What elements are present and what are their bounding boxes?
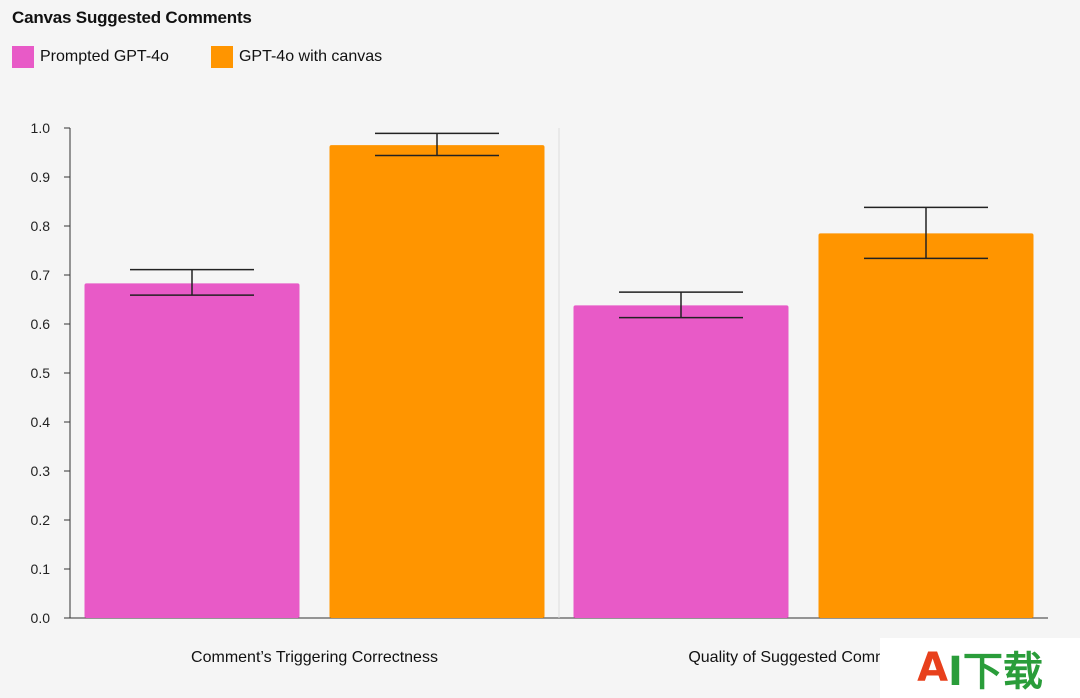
y-tick-label: 1.0 — [31, 120, 51, 136]
x-category-label: Comment’s Triggering Correctness — [191, 649, 438, 666]
legend: Prompted GPT-4o GPT-4o with canvas — [12, 46, 382, 68]
watermark-logo: A I下载 — [880, 638, 1080, 698]
watermark-text: I下载 — [948, 649, 1043, 695]
y-tick-label: 0.3 — [31, 463, 51, 479]
bar-canvas-0 — [329, 145, 545, 618]
legend-swatch-canvas — [210, 46, 233, 68]
chart-title: Canvas Suggested Comments — [12, 8, 252, 27]
y-tick-label: 0.0 — [31, 610, 51, 626]
y-tick-label: 0.2 — [31, 512, 51, 528]
y-tick-label: 0.5 — [31, 365, 51, 381]
y-tick-label: 0.7 — [31, 267, 51, 283]
y-tick-label: 0.4 — [31, 414, 51, 430]
legend-swatch-prompted — [12, 46, 34, 68]
x-category-label: Quality of Suggested Comments — [688, 649, 918, 666]
watermark-letter: A — [917, 645, 949, 691]
bar-prompted-0 — [84, 283, 300, 618]
legend-label-canvas: GPT-4o with canvas — [238, 48, 383, 65]
legend-label-prompted: Prompted GPT-4o — [40, 48, 169, 65]
legend-item-prompted: Prompted GPT-4o — [12, 46, 169, 68]
y-tick-label: 0.8 — [31, 218, 51, 234]
legend-item-canvas: GPT-4o with canvas — [210, 46, 383, 68]
bar-canvas-1 — [818, 233, 1034, 618]
y-tick-label: 0.6 — [31, 316, 51, 332]
y-tick-label: 0.1 — [31, 561, 51, 577]
bar-prompted-1 — [573, 305, 789, 618]
y-tick-label: 0.9 — [31, 169, 51, 185]
